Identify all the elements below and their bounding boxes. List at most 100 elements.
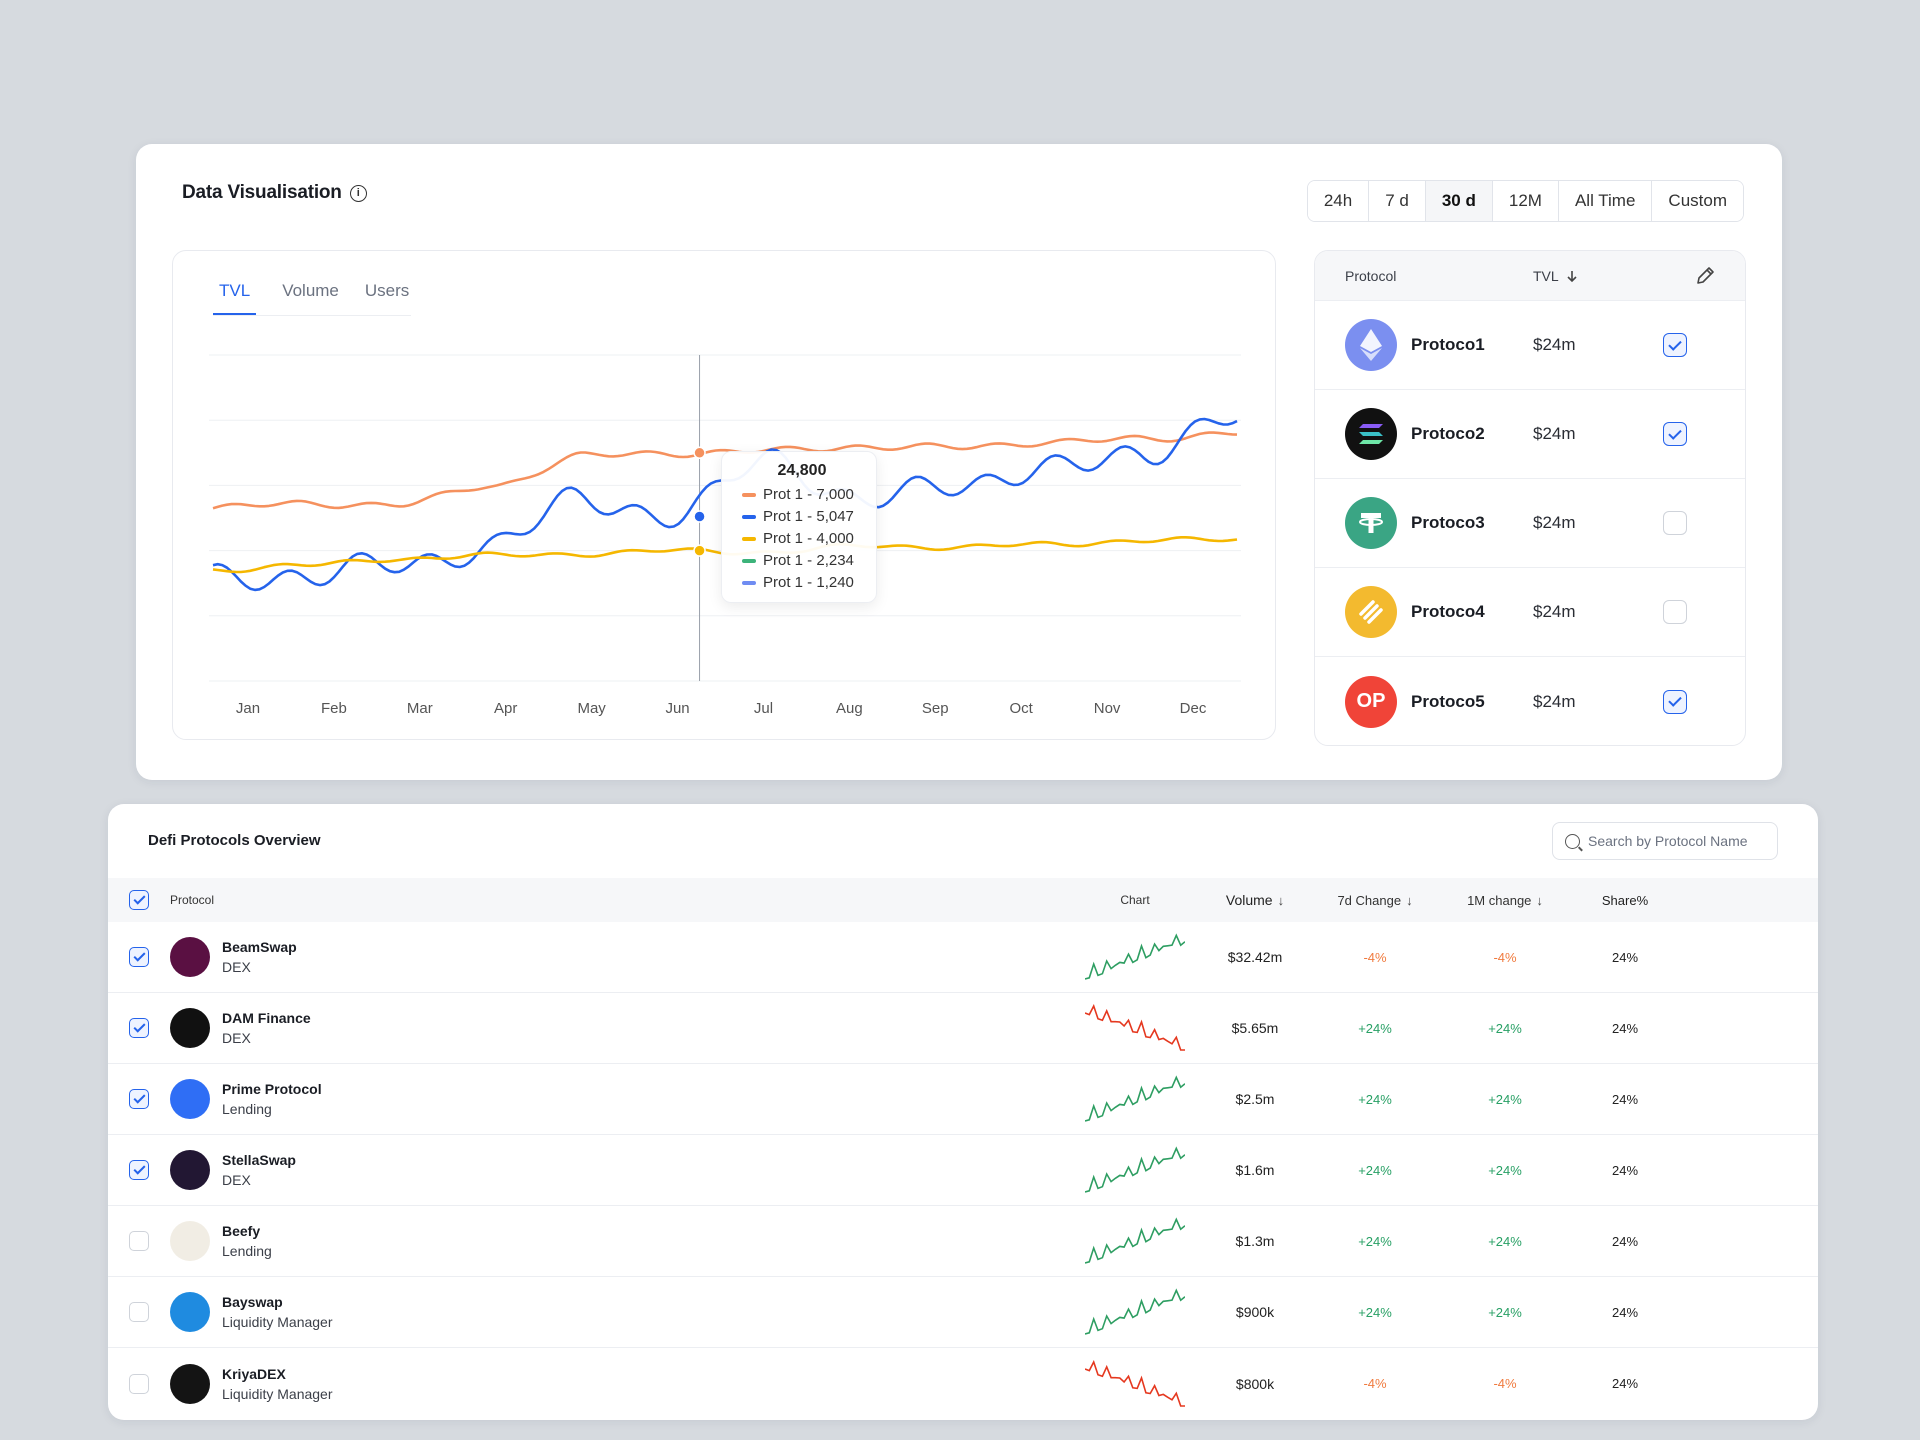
share-value: 24% — [1611, 1376, 1639, 1391]
protocol-name: Protoco5 — [1411, 691, 1485, 711]
card-header: Data Visualisation i — [182, 182, 367, 204]
protocol-cell: Bayswap Liquidity Manager — [170, 1292, 1070, 1332]
change7d-value: -4% — [1363, 1376, 1387, 1391]
tooltip-row-label: Prot 1 - 2,234 — [763, 552, 854, 569]
row-checkbox[interactable] — [129, 1302, 149, 1322]
volume-value: $5.65m — [1231, 1020, 1279, 1036]
protocol-name: Protoco1 — [1411, 335, 1485, 354]
row-checkbox[interactable] — [129, 1231, 149, 1251]
table-row[interactable]: KriyaDEX Liquidity Manager $800k -4% -4% 24% — [108, 1348, 1818, 1419]
op-logo-icon: OP — [1345, 675, 1397, 728]
tab-tvl[interactable]: TVL — [213, 281, 257, 315]
row-checkbox[interactable] — [129, 1160, 149, 1180]
table-header: Protocol Chart Volume ↓ 7d Change ↓ 1M cha… — [108, 878, 1818, 922]
protocol-checkbox[interactable] — [1663, 689, 1687, 714]
change1m-col-header[interactable]: 1M change ↓ — [1440, 893, 1570, 908]
x-tick-label: Dec — [1180, 700, 1207, 717]
tooltip-row-label: Prot 1 - 1,240 — [763, 574, 854, 591]
change1m-value: +24% — [1488, 1091, 1522, 1107]
volume-value: $2.5m — [1235, 1091, 1275, 1107]
pencil-icon[interactable] — [1693, 264, 1717, 288]
range-7d-button[interactable]: 7 d — [1369, 181, 1426, 221]
volume-value: $1.6m — [1235, 1162, 1275, 1178]
protocol-row[interactable]: Protoco4 $24m — [1315, 568, 1745, 657]
row-checkbox[interactable] — [129, 1373, 149, 1394]
x-tick-label: Jun — [665, 700, 689, 717]
info-icon[interactable]: i — [349, 184, 367, 202]
protocol-name: KriyaDEX — [222, 1365, 286, 1382]
range-all-time-button[interactable]: All Time — [1558, 181, 1653, 221]
sparkline-chart — [1085, 1217, 1185, 1264]
select-all-checkbox[interactable] — [129, 890, 149, 910]
protocol-category: Lending — [222, 1243, 272, 1259]
protocol-category: Liquidity Manager — [222, 1314, 333, 1330]
search-input[interactable] — [1588, 833, 1768, 849]
table-row[interactable]: DAM Finance DEX $5.65m +24% +24% 24% — [108, 993, 1818, 1064]
protocol-cell: Prime Protocol Lending — [170, 1079, 1070, 1119]
share-value: 24% — [1611, 1162, 1639, 1178]
protocol-checkbox[interactable] — [1663, 600, 1687, 624]
change7d-value: +24% — [1358, 1020, 1392, 1036]
protocol-name: Beefy — [222, 1223, 261, 1239]
x-tick-label: Sep — [922, 700, 949, 717]
volume-col-header[interactable]: Volume ↓ — [1200, 892, 1310, 908]
ethereum-logo-icon — [1345, 319, 1397, 371]
protocol-row[interactable]: Protoco2 $24m — [1315, 390, 1745, 479]
x-tick-label: Jul — [754, 700, 773, 717]
tab-volume[interactable]: Volume — [282, 281, 339, 300]
range-30d-button[interactable]: 30 d — [1425, 181, 1493, 221]
protocol-logo-icon — [170, 1221, 210, 1261]
protocol-category: DEX — [222, 1030, 251, 1046]
protocol-checkbox[interactable] — [1663, 422, 1687, 446]
protocol-name: Protoco4 — [1411, 602, 1485, 621]
protocol-name: Protoco3 — [1411, 513, 1485, 532]
table-row[interactable]: StellaSwap DEX $1.6m +24% +24% 24% — [108, 1135, 1818, 1206]
sparkline-chart — [1085, 1288, 1185, 1335]
range-12m-button[interactable]: 12M — [1492, 181, 1559, 221]
volume-value: $900k — [1235, 1304, 1275, 1320]
protocol-cell: DAM Finance DEX — [170, 1008, 1070, 1048]
x-tick-label: Oct — [1010, 700, 1034, 717]
tvl-line-chart[interactable]: Jan Feb Mar Apr May Jun Jul Aug Sep Oct Nov Dec — [173, 251, 1277, 741]
tooltip-row: Prot 1 - 1,240 — [742, 572, 862, 594]
table-row[interactable]: Bayswap Liquidity Manager $900k +24% +24% 24% — [108, 1277, 1818, 1348]
row-checkbox[interactable] — [129, 1018, 149, 1038]
sparkline-chart — [1085, 933, 1185, 980]
arrow-down-icon: ↓ — [1277, 892, 1285, 908]
share-value: 24% — [1611, 1304, 1639, 1320]
protocol-tvl: $24m — [1533, 335, 1576, 354]
tvl-column-header[interactable]: TVL — [1515, 268, 1665, 284]
table-row[interactable]: Beefy Lending $1.3m +24% +24% 24% — [108, 1206, 1818, 1277]
protocol-checkbox[interactable] — [1663, 511, 1687, 535]
tab-users[interactable]: Users — [364, 281, 410, 300]
protocol-row[interactable]: OP Protoco5 $24m — [1315, 657, 1745, 745]
binance-logo-icon — [1345, 586, 1397, 638]
protocol-row[interactable]: Protoco1 $24m — [1315, 301, 1745, 390]
row-checkbox[interactable] — [129, 947, 149, 967]
change7d-value: +24% — [1358, 1304, 1392, 1320]
protocol-category: Liquidity Manager — [222, 1385, 333, 1402]
share-value: 24% — [1611, 949, 1639, 965]
protocol-checkbox[interactable] — [1663, 333, 1687, 357]
range-24h-button[interactable]: 24h — [1307, 181, 1370, 221]
change1m-value: -4% — [1493, 1376, 1517, 1391]
x-tick-label: Aug — [836, 700, 863, 717]
series-swatch — [742, 515, 756, 519]
table-row[interactable]: Prime Protocol Lending $2.5m +24% +24% 24% — [108, 1064, 1818, 1135]
protocol-row[interactable]: Protoco3 $24m — [1315, 479, 1745, 568]
change7d-col-header[interactable]: 7d Change ↓ — [1310, 893, 1440, 908]
change7d-value: +24% — [1358, 1091, 1392, 1107]
change7d-value: +24% — [1358, 1233, 1392, 1249]
card-title: Data Visualisation — [182, 182, 342, 203]
range-custom-button[interactable]: Custom — [1652, 181, 1743, 221]
volume-value: $32.42m — [1227, 949, 1283, 965]
metric-tabs: TVL Volume Users — [213, 281, 412, 316]
protocol-category: Lending — [222, 1101, 272, 1117]
table-row[interactable]: BeamSwap DEX $32.42m -4% -4% 24% — [108, 922, 1818, 993]
protocol-tvl: $24m — [1533, 424, 1576, 443]
change7d-value: +24% — [1358, 1162, 1392, 1178]
row-checkbox[interactable] — [129, 1089, 149, 1109]
series-swatch — [742, 581, 756, 585]
data-visualisation-card: Data Visualisation i 24h 7 d 30 d 12M Al… — [136, 144, 1782, 780]
change7d-col-label: 7d Change — [1337, 892, 1402, 908]
